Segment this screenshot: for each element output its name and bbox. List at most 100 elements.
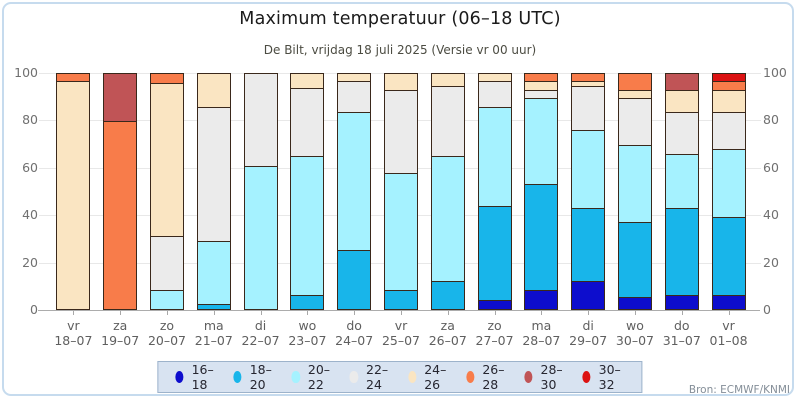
x-tick-label: zo 20–07 [144,311,191,348]
x-axis-line [38,310,760,311]
legend-dot-icon [466,371,475,383]
segment-18–20 [384,290,417,309]
x-label-date: 25–07 [381,333,420,348]
x-tick-mark [541,311,543,315]
x-label-day: di [582,318,594,333]
x-tick-mark [213,311,215,315]
bar-slot [284,73,331,310]
x-tick-label: di 22–07 [237,311,284,348]
legend-label: 30–32 [598,362,621,392]
x-tick-mark [73,311,75,315]
segment-16–18 [525,290,558,309]
segment-24–26 [665,90,698,112]
segment-18–20 [665,207,698,295]
legend-dot-icon [291,371,300,383]
segment-22–24 [478,81,511,107]
bar-slot [705,73,752,310]
segment-18–20 [197,304,230,309]
segment-24–26 [618,90,651,98]
bar-23–07 [290,73,325,310]
x-label-date: 26–07 [428,333,467,348]
bar-25–07 [383,73,418,310]
x-label-date: 28–07 [522,333,561,348]
bar-slot [518,73,565,310]
bars-container [50,73,752,310]
x-tick-mark [120,311,122,315]
x-tick-label: vr 25–07 [378,311,425,348]
x-tick-mark [681,311,683,315]
bar-27–07 [477,73,512,310]
segment-16–18 [572,280,605,309]
x-label-date: 30–07 [615,333,654,348]
x-label-day: vr [722,318,735,333]
segment-22–24 [712,111,745,150]
x-tick-label: zo 27–07 [471,311,518,348]
segment-24–26 [291,74,324,89]
segment-20–22 [665,153,698,208]
x-tick-mark [447,311,449,315]
chart-subtitle: De Bilt, vrijdag 18 juli 2025 (Versie vr… [263,43,537,57]
x-tick-label: za 26–07 [424,311,471,348]
legend-label: 18–20 [249,362,272,392]
bar-slot [237,73,284,310]
segment-20–22 [618,144,651,223]
x-tick-mark [400,311,402,315]
legend-label: 16–18 [191,362,214,392]
segment-22–24 [338,81,371,112]
bar-slot [190,73,237,310]
segment-22–24 [618,97,651,145]
segment-18–20 [618,222,651,298]
legend-item-20–22: 20–22 [291,362,334,392]
segment-18–20 [338,250,371,309]
y-tick-label: 100 [14,65,38,80]
legend-item-30–32: 30–32 [582,362,624,392]
segment-18–20 [478,205,511,300]
segment-26–28 [525,74,558,82]
x-label-date: 27–07 [475,333,514,348]
segment-26–28 [150,74,183,84]
segment-20–22 [244,165,277,309]
x-tick-label: vr 01–08 [705,311,752,348]
bar-22–07 [243,73,278,310]
legend-label: 22–24 [366,362,389,392]
x-tick-label: vr 18–07 [50,311,97,348]
segment-24–26 [431,74,464,86]
source-credit: Bron: ECMWF/KNMI [688,384,790,396]
x-label-day: vr [394,318,408,333]
segment-22–24 [150,236,183,291]
segment-24–26 [572,81,605,86]
x-label-date: 20–07 [147,333,187,348]
segment-20–22 [150,290,183,309]
x-label-day: wo [298,318,317,333]
segment-22–24 [572,85,605,131]
x-tick-label: di 29–07 [565,311,612,348]
x-tick-mark [260,311,262,315]
bar-28–07 [524,73,559,310]
x-label-date: 29–07 [569,333,608,348]
y-tick-label: 40 [763,207,779,223]
bar-slot [50,73,97,310]
bar-slot [97,73,144,310]
segment-26–28 [572,74,605,82]
segment-24–26 [197,74,230,107]
x-label-day: vr [67,318,80,333]
legend: 16–18 18–20 20–22 22–24 24–26 26–28 28–30 30–32 [157,361,643,393]
x-label-date: 18–07 [54,333,93,348]
segment-28–30 [104,74,137,121]
segment-22–24 [197,106,230,241]
segment-16–18 [618,297,651,309]
segment-20–22 [384,172,417,291]
x-tick-mark [307,311,309,315]
segment-22–24 [291,88,324,157]
y-tick-label: 40 [22,207,38,223]
legend-label: 24–26 [424,362,447,392]
bar-29–07 [571,73,606,310]
segment-18–20 [572,207,605,281]
y-tick-label: 20 [763,254,779,270]
chart-title: Maximum temperatuur (06–18 UTC) [239,9,561,29]
segment-20–22 [197,240,230,305]
bar-slot [144,73,191,310]
y-tick-label: 80 [22,112,38,128]
segment-22–24 [431,85,464,157]
x-tick-label: ma 21–07 [190,311,237,348]
